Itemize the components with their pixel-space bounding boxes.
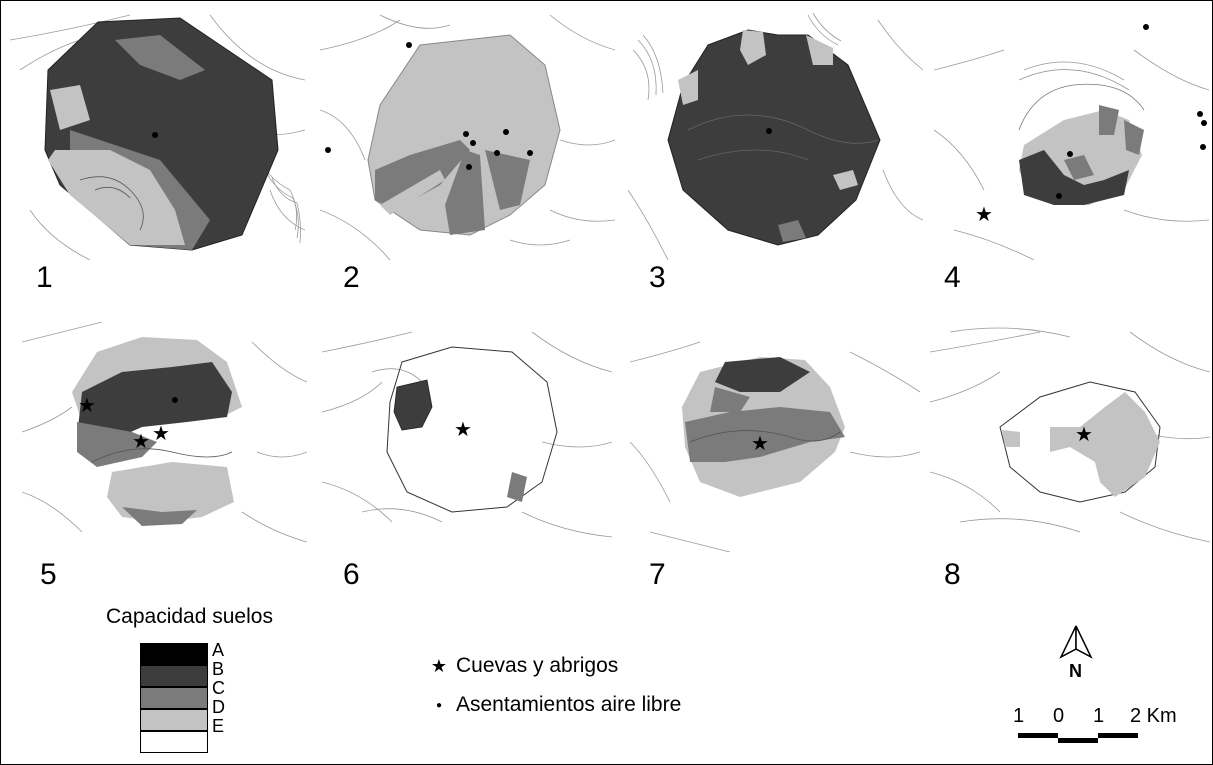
zone-class-c bbox=[1064, 155, 1094, 180]
legend-label-e: E bbox=[212, 716, 225, 736]
legend-caves-label: Cuevas y abrigos bbox=[456, 654, 619, 677]
star-icon: ★ bbox=[430, 656, 448, 676]
zone-class-d bbox=[107, 462, 234, 522]
cave-marker: ★ bbox=[454, 417, 472, 441]
settlement-marker bbox=[1056, 193, 1062, 199]
zone-class-c bbox=[710, 387, 750, 412]
scale-label-1-left: 1 bbox=[1013, 705, 1025, 727]
legend-title: Capacidad suelos bbox=[106, 605, 273, 628]
legend-label-a: A bbox=[212, 640, 225, 660]
zone-class-c bbox=[778, 220, 806, 242]
zone-class-c bbox=[77, 422, 157, 467]
scale-label-0: 0 bbox=[1053, 705, 1065, 727]
zone-class-b bbox=[1019, 150, 1129, 205]
cave-marker: ★ bbox=[1075, 422, 1093, 446]
cave-marker: ★ bbox=[132, 429, 150, 453]
settlement-marker bbox=[1197, 111, 1203, 117]
panel-label-7: 7 bbox=[649, 558, 666, 591]
panel-label-4: 4 bbox=[944, 261, 961, 294]
map-panel-5: ★ ★ ★ bbox=[22, 321, 307, 543]
zone-class-d bbox=[380, 170, 445, 215]
zone-class-c bbox=[122, 507, 197, 526]
panel-label-2: 2 bbox=[343, 261, 360, 294]
settlement-marker bbox=[325, 147, 331, 153]
north-label: N bbox=[1069, 661, 1082, 681]
zone-class-c bbox=[445, 150, 485, 235]
map-panel-4: ★ bbox=[934, 24, 1209, 260]
zone-class-c bbox=[507, 472, 527, 502]
settlement-marker bbox=[152, 132, 158, 138]
settlement-marker bbox=[766, 128, 772, 134]
settlement-marker bbox=[494, 150, 500, 156]
settlement-marker bbox=[503, 129, 509, 135]
zone-class-c bbox=[485, 150, 530, 210]
settlement-marker bbox=[172, 397, 178, 403]
legend-label-b: B bbox=[212, 659, 225, 679]
map-panel-7: ★ bbox=[630, 341, 920, 552]
legend-swatch-e bbox=[140, 731, 208, 753]
scale-bar bbox=[1018, 733, 1138, 743]
zone-class-d bbox=[1050, 392, 1160, 497]
cave-marker: ★ bbox=[78, 393, 96, 417]
map-panel-6: ★ bbox=[322, 331, 612, 538]
map-panel-8: ★ bbox=[930, 327, 1210, 543]
zone-class-c bbox=[1124, 120, 1144, 155]
legend-swatch-d bbox=[140, 709, 208, 731]
settlement-marker bbox=[406, 42, 412, 48]
zone-class-d bbox=[50, 85, 90, 130]
zone-class-b bbox=[667, 29, 881, 246]
legend-swatch-c bbox=[140, 687, 208, 709]
panel-label-1: 1 bbox=[36, 261, 53, 294]
settlement-marker bbox=[1143, 24, 1149, 30]
panel-label-8: 8 bbox=[944, 558, 961, 591]
zone-class-d bbox=[740, 30, 766, 65]
scale-label-2km: 2 Km bbox=[1130, 705, 1177, 727]
map-panel-3 bbox=[628, 12, 923, 260]
zone-class-d bbox=[678, 70, 698, 105]
zone-class-c bbox=[115, 35, 205, 80]
settlement-marker bbox=[1201, 120, 1207, 126]
settlement-marker bbox=[463, 131, 469, 137]
settlement-marker bbox=[1200, 144, 1206, 150]
zone-class-b bbox=[715, 357, 810, 392]
scale-label-1-right: 1 bbox=[1093, 705, 1105, 727]
legend-settlements-row: ● Asentamientos aire libre bbox=[428, 693, 681, 717]
legend-swatch-a bbox=[140, 643, 208, 665]
panel-label-5: 5 bbox=[40, 558, 57, 591]
settlement-marker bbox=[470, 140, 476, 146]
cave-marker: ★ bbox=[751, 431, 769, 455]
settlement-marker bbox=[527, 150, 533, 156]
north-arrow-icon bbox=[1059, 625, 1093, 659]
zone-class-b bbox=[393, 379, 433, 431]
legend-swatch-b bbox=[140, 665, 208, 687]
legend-caves-row: ★ Cuevas y abrigos bbox=[428, 654, 618, 678]
zone-class-c bbox=[1099, 105, 1119, 135]
zone-class-c bbox=[685, 407, 845, 462]
zone-class-c bbox=[375, 140, 470, 210]
settlement-marker bbox=[1067, 151, 1073, 157]
dot-icon: ● bbox=[435, 699, 443, 711]
legend-settlements-label: Asentamientos aire libre bbox=[456, 693, 682, 716]
zone-class-d bbox=[833, 170, 858, 190]
settlement-marker bbox=[466, 164, 472, 170]
map-panel-2 bbox=[320, 14, 615, 260]
zone-class-d bbox=[806, 35, 833, 65]
panel-label-6: 6 bbox=[343, 558, 360, 591]
zone-class-d bbox=[48, 150, 185, 245]
zone-class-b bbox=[77, 362, 232, 447]
map-panel-1 bbox=[10, 14, 305, 260]
panel-label-3: 3 bbox=[649, 261, 666, 294]
legend-label-c: C bbox=[212, 678, 225, 698]
zone-class-d bbox=[1002, 430, 1020, 447]
legend-label-d: D bbox=[212, 697, 225, 717]
cave-marker: ★ bbox=[152, 421, 170, 445]
cave-marker: ★ bbox=[975, 202, 993, 226]
